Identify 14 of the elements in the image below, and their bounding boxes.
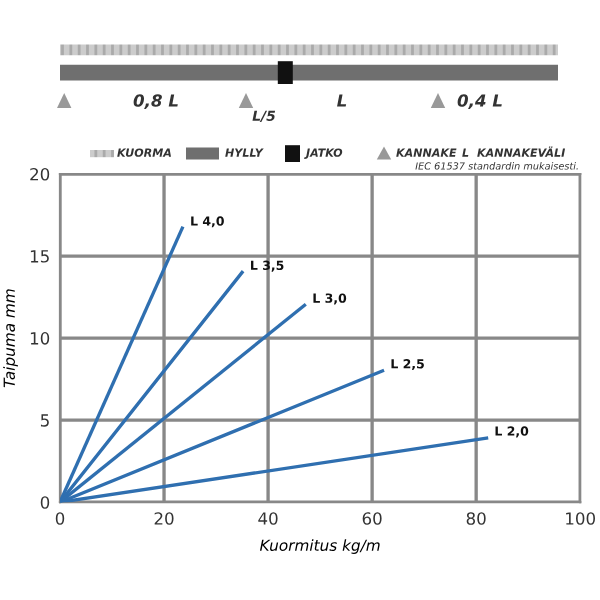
x-tick-label: 20 [154, 512, 174, 525]
x-tick-label: 60 [362, 512, 382, 525]
text: L [337, 94, 347, 107]
y-tick-label: 5 [40, 414, 49, 427]
y-tick-label: 0 [40, 496, 50, 509]
x-tick-label: 80 [466, 512, 486, 525]
x-tick-label: 0 [55, 512, 65, 525]
text: 0,4 L [457, 94, 502, 109]
y-tick-label: 10 [30, 332, 50, 345]
y-tick-label: 15 [30, 250, 49, 263]
x-tick-label: 100 [566, 512, 595, 525]
text: 0,8 L [133, 94, 178, 109]
y-tick-label: 20 [30, 167, 50, 181]
x-tick-label: 40 [258, 512, 278, 525]
